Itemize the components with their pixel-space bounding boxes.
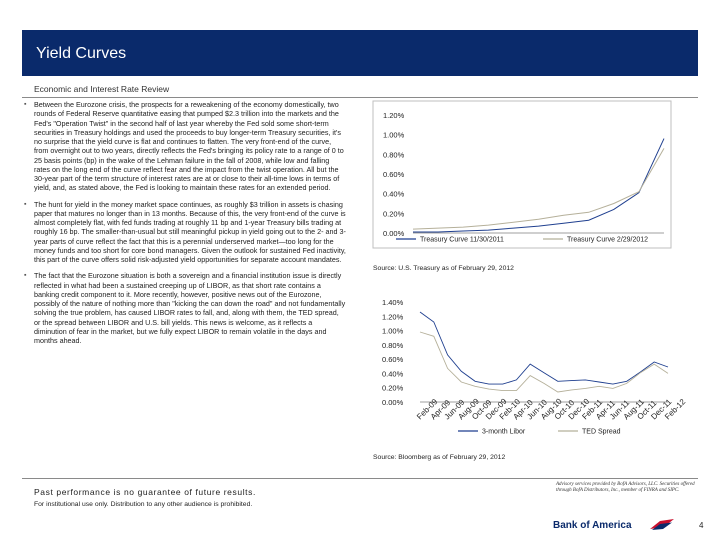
header-bar: Yield Curves xyxy=(22,30,698,76)
chart-2-source: Source: Bloomberg as of February 29, 201… xyxy=(373,454,506,461)
chart-1-y-tick-label: 0.00% xyxy=(383,229,405,238)
bullet-text: Between the Eurozone crisis, the prospec… xyxy=(34,100,344,193)
chart-1-series-line-2 xyxy=(412,148,665,230)
bullet-marker-icon: ▪ xyxy=(24,200,27,208)
chart-2-series-line-2 xyxy=(419,331,669,393)
chart-1-y-tick-label: 0.60% xyxy=(383,170,405,179)
distribution-notice: For institutional use only. Distribution… xyxy=(34,501,253,508)
chart-2-y-tick-label: 1.20% xyxy=(382,312,404,321)
page-number: 4 xyxy=(699,521,704,530)
chart-2-y-tick-label: 0.60% xyxy=(382,355,404,364)
bullet-item: ▪ The hunt for yield in the money market… xyxy=(24,200,346,265)
bullet-text: The hunt for yield in the money market s… xyxy=(34,199,346,265)
page-title: Yield Curves xyxy=(36,45,127,62)
chart-2-y-tick-label: 0.80% xyxy=(382,341,404,350)
chart-1-legend-label: Treasury Curve 2/29/2012 xyxy=(567,237,648,244)
advisory-note: Advisory services provided by BofA Advis… xyxy=(556,482,695,493)
bullet-item: ▪ The fact that the Eurozone situation i… xyxy=(24,271,346,345)
divider-bottom xyxy=(22,478,698,479)
flag-logo-icon xyxy=(650,519,674,530)
chart-1-y-tick-label: 1.00% xyxy=(383,131,405,140)
chart-1-y-tick-label: 0.80% xyxy=(383,150,405,159)
section-subtitle: Economic and Interest Rate Review xyxy=(34,84,170,94)
bullet-item: ▪ Between the Eurozone crisis, the prosp… xyxy=(24,100,346,193)
chart-2-series-line-1 xyxy=(419,311,669,385)
chart-2-legend-label: TED Spread xyxy=(582,429,621,436)
chart-2-y-tick-label: 0.20% xyxy=(382,384,404,393)
chart-1-frame xyxy=(372,100,672,249)
bank-of-america-logo: Bank of America xyxy=(553,520,632,531)
chart-2-y-tick-label: 1.00% xyxy=(382,327,404,336)
chart-2-y-tick-label: 1.40% xyxy=(382,298,404,307)
divider-top xyxy=(22,97,698,98)
chart-1-y-tick-label: 1.20% xyxy=(383,111,405,120)
chart-1-y-tick-label: 0.40% xyxy=(383,190,405,199)
bullet-marker-icon: ▪ xyxy=(24,101,27,108)
bullet-list: ▪ Between the Eurozone crisis, the prosp… xyxy=(24,100,346,352)
bullet-marker-icon: ▪ xyxy=(24,272,27,280)
chart-2-y-tick-label: 0.40% xyxy=(382,369,404,378)
bullet-text: The fact that the Eurozone situation is … xyxy=(34,271,346,345)
chart-1-legend-label: Treasury Curve 11/30/2011 xyxy=(420,237,504,244)
chart-2-legend-label: 3-month Libor xyxy=(482,429,526,436)
chart-1-source: Source: U.S. Treasury as of February 29,… xyxy=(373,265,514,272)
chart-1-y-tick-label: 0.20% xyxy=(383,209,405,218)
performance-disclaimer: Past performance is no guarantee of futu… xyxy=(34,487,256,497)
chart-1-series-line-1 xyxy=(413,138,665,233)
chart-2-y-tick-label: 0.00% xyxy=(382,398,404,407)
